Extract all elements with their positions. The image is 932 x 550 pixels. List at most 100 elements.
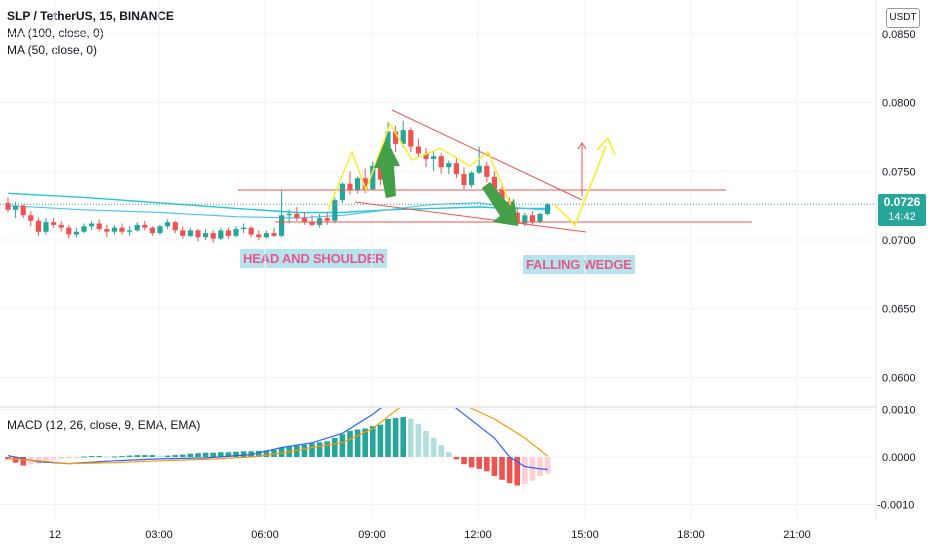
annotation-falling-wedge[interactable]: FALLING WEDGE	[523, 255, 635, 274]
last-price-label: 0.0726 14:42	[878, 194, 926, 226]
candle-body	[279, 215, 285, 236]
candle-body	[195, 230, 201, 238]
macd-histogram-bar	[294, 445, 300, 457]
candle-body	[453, 163, 459, 175]
candle-body	[81, 226, 87, 232]
candle-body	[142, 224, 148, 228]
candle-body	[339, 183, 345, 201]
macd-histogram-bar	[225, 452, 232, 457]
candle-body	[96, 223, 102, 230]
candle-body	[377, 165, 383, 180]
macd-histogram-bar	[522, 457, 528, 485]
candle-body	[332, 200, 338, 221]
macd-histogram-bar	[66, 457, 72, 459]
candle-body	[5, 202, 11, 210]
symbol-title[interactable]: SLP / TetherUS, 15, BINANCE	[7, 9, 174, 23]
candle-body	[529, 215, 535, 223]
candle-body	[73, 231, 79, 235]
macd-histogram-bar	[309, 443, 315, 457]
time-tick-label: 06:00	[251, 529, 279, 541]
candle-body	[286, 213, 292, 216]
macd-histogram-bar	[506, 457, 513, 484]
macd-histogram-bar	[43, 457, 49, 462]
macd-histogram-bar	[240, 451, 247, 457]
wedge-upper-line	[391, 109, 583, 201]
macd-histogram-bar	[332, 438, 338, 457]
macd-histogram-bar	[537, 457, 543, 476]
macd-histogram-bar	[461, 457, 467, 465]
candle-body	[20, 205, 26, 216]
candle-body	[149, 227, 155, 234]
candle-body	[309, 222, 315, 225]
projection-path	[554, 145, 607, 227]
candle-body	[362, 178, 368, 190]
chart-legend: SLP / TetherUS, 15, BINANCE MA (100, clo…	[7, 8, 174, 59]
projection-arrowhead	[596, 136, 616, 156]
candle-body	[484, 165, 490, 177]
candle-body	[355, 178, 361, 191]
macd-histogram-bar	[233, 451, 239, 457]
macd-histogram-bar	[210, 452, 216, 457]
candle-body	[469, 172, 475, 186]
macd-histogram-bar	[50, 457, 57, 460]
candle-body	[89, 223, 95, 227]
macd-histogram-bar	[491, 457, 498, 476]
macd-histogram-bar	[354, 429, 361, 457]
candle-body	[218, 230, 224, 239]
macd-histogram-bar	[202, 452, 209, 457]
macd-histogram-bar	[149, 455, 156, 457]
last-price-value: 0.0726	[883, 195, 921, 209]
grid-lines	[0, 0, 876, 520]
candle-body	[446, 163, 452, 168]
macd-histogram-bar	[134, 455, 140, 457]
candle-body	[28, 215, 34, 221]
macd-histogram-bar	[385, 419, 391, 457]
candle-body	[119, 227, 125, 232]
candle-body	[210, 233, 216, 239]
countdown-value: 14:42	[888, 211, 916, 223]
candle-body	[400, 130, 406, 144]
candle-body	[491, 176, 497, 190]
candle-body	[165, 222, 171, 227]
macd-lines	[7, 408, 548, 470]
candle-body	[13, 205, 19, 210]
macd-histogram-bar	[73, 457, 80, 458]
macd-histogram-bar	[5, 457, 11, 460]
candle-body	[431, 156, 437, 159]
candle-body	[370, 165, 376, 190]
macd-histogram-bar	[453, 457, 460, 460]
candle-body	[476, 165, 482, 173]
candle-body	[499, 189, 505, 202]
macd-axis[interactable]: 0.0010 0.0000 -0.0010	[877, 405, 916, 512]
price-axis[interactable]: 0.0850 0.0800 0.0750 0.0700 0.0650 0.0600	[882, 29, 916, 384]
candle-body	[225, 230, 231, 236]
currency-button[interactable]: USDT	[886, 8, 920, 28]
macd-histogram-bar	[180, 454, 186, 457]
macd-histogram-bar	[301, 444, 308, 457]
candle-body	[187, 230, 193, 236]
wedge-lower-line	[354, 201, 587, 233]
candle-body	[393, 131, 399, 144]
macd-histogram-bar	[392, 418, 399, 457]
macd-histogram-bar	[514, 457, 520, 486]
macd-histogram-bar	[58, 457, 64, 459]
macd-tick-label: -0.0010	[877, 500, 914, 512]
macd-pane	[5, 408, 551, 486]
macd-tick-label: 0.0000	[882, 452, 916, 464]
candle-body	[233, 229, 239, 236]
macd-histogram-bar	[263, 450, 270, 457]
macd-histogram-bar	[88, 456, 95, 458]
macd-histogram-bar	[316, 442, 323, 457]
macd-histogram-bar	[347, 430, 353, 457]
head-shoulder-pattern	[327, 122, 513, 211]
ma50-legend[interactable]: MA (50, close, 0)	[7, 43, 98, 57]
macd-histogram-bar	[446, 452, 452, 457]
annotation-head-and-shoulder[interactable]: HEAD AND SHOULDER	[240, 249, 388, 268]
macd-histogram-bar	[339, 434, 346, 457]
price-tick-label: 0.0800	[882, 98, 916, 110]
macd-histogram-bar	[377, 424, 384, 457]
time-axis[interactable]: 12 03:00 06:00 09:00 12:00 15:00 18:00 21:00	[49, 529, 811, 541]
candle-body	[537, 213, 543, 223]
macd-histogram-bar	[430, 438, 437, 457]
